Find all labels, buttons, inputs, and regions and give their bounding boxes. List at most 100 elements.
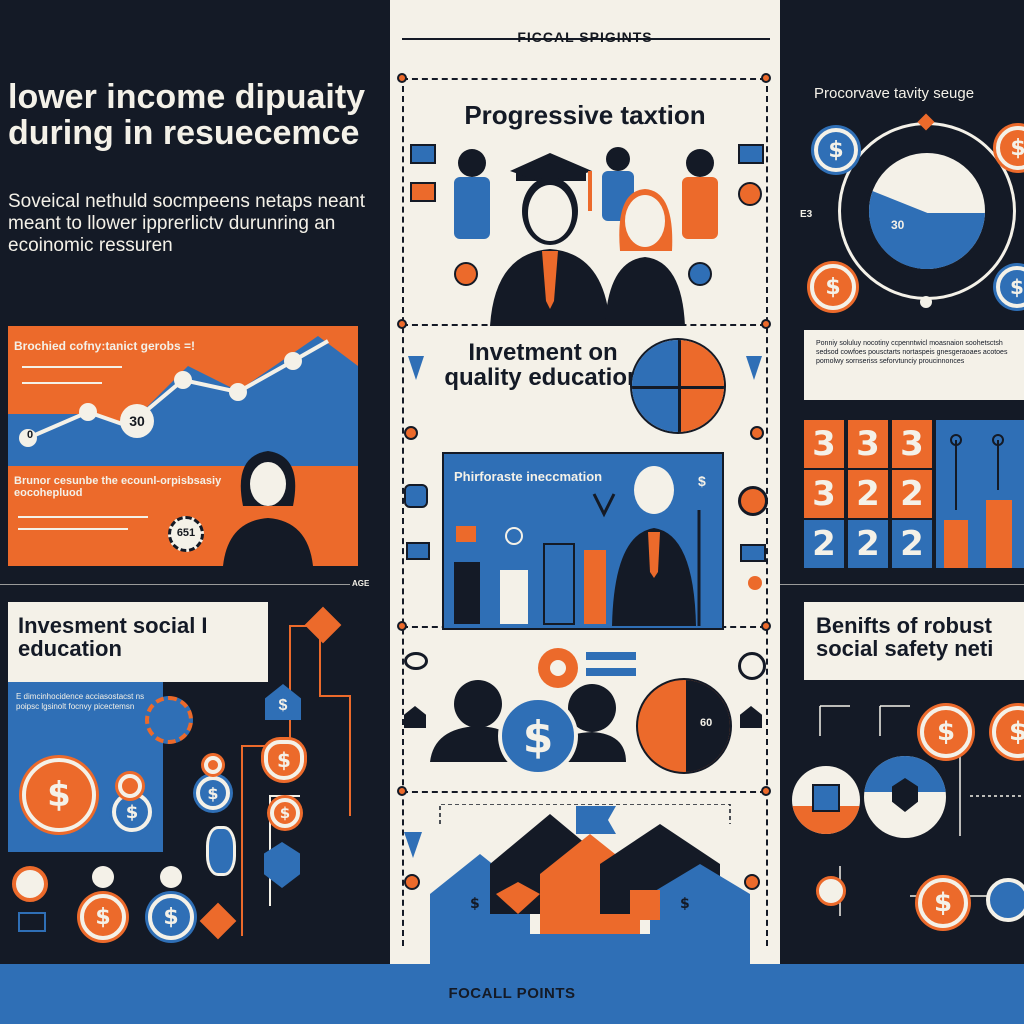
- rail-node: [397, 319, 407, 329]
- dollar-coin-icon: $: [148, 894, 194, 940]
- left-subtitle: Soveical nethuld socmpeens netaps neant …: [8, 191, 366, 256]
- center-top-rule: [402, 78, 766, 80]
- rail-node: [761, 786, 771, 796]
- dollar-coin-icon: $: [22, 758, 96, 832]
- svg-text:$: $: [523, 712, 554, 763]
- center-top-title: Progressive taxtion: [464, 100, 706, 130]
- small-coin-icon: [204, 756, 222, 774]
- small-coin-icon: [118, 774, 142, 798]
- dollar-shield-icon: $: [264, 740, 304, 780]
- coin-stack-icon: [454, 262, 478, 286]
- center-mid-title: Invetment on quality education: [444, 339, 642, 392]
- rail-node: [397, 621, 407, 631]
- number-card: 3: [804, 470, 844, 518]
- house-shield-icon: [864, 756, 946, 838]
- eye-icon: [404, 652, 428, 670]
- graduates-illustration: [454, 147, 718, 326]
- dollar-coin-icon: $: [80, 894, 126, 940]
- center-right-rail: [766, 86, 768, 946]
- dollar-coin-icon: $: [112, 792, 152, 832]
- left-mid-label: Brunor cesunbe the ecounl-orpisbsasiy eo…: [14, 475, 222, 499]
- number-card: 2: [848, 520, 888, 568]
- badge-icon: [404, 484, 428, 508]
- basket-icon: [18, 912, 46, 932]
- houses-illustration: $ $: [430, 804, 750, 964]
- left-chart-panel: Brochied cofny:tanict gerobs =! 30 0: [8, 326, 358, 466]
- left-chart-line2: [22, 382, 102, 384]
- number-card: 3: [892, 420, 932, 468]
- left-blue-card: E dimcinhocidence acciasostacst ns poips…: [8, 682, 163, 852]
- node-circle-icon: [750, 426, 764, 440]
- footer-bar: FOCALL POINTS: [0, 964, 1024, 1024]
- book-stack-icon: [410, 182, 436, 202]
- laptop-icon: [740, 544, 766, 562]
- rail-node: [397, 73, 407, 83]
- community-group-illustration: $: [430, 648, 626, 776]
- bar-icon: [586, 652, 636, 660]
- dollar-coin-icon: $: [918, 878, 968, 928]
- left-mid-line1: [18, 516, 148, 518]
- left-chart-label: Brochied cofny:tanict gerobs =!: [14, 339, 196, 353]
- rail-node: [761, 319, 771, 329]
- pin-icon: [12, 866, 48, 902]
- right-bar-panel: [936, 420, 1024, 568]
- number-card: 2: [804, 520, 844, 568]
- node-circle-icon: [160, 866, 182, 888]
- header-bar: FICCAL SPIGINTS: [0, 0, 1024, 56]
- globe-icon: [145, 696, 193, 744]
- person-silhouette-icon: [223, 451, 313, 566]
- center-board: Phirforaste ineccmation $: [442, 452, 724, 630]
- target-icon: [738, 486, 768, 516]
- node-circle-icon: [404, 426, 418, 440]
- dollar-coin-icon: $: [996, 126, 1024, 170]
- svg-text:$: $: [680, 896, 690, 912]
- board-graphics: [454, 466, 701, 626]
- center-left-rail: [402, 86, 404, 946]
- left-title: lower income dipuaity during in resuecem…: [8, 78, 366, 152]
- settings-icon: [816, 876, 846, 906]
- right-divider: [780, 584, 1024, 585]
- rail-node: [397, 786, 407, 796]
- dollar-coin-icon: $: [196, 776, 230, 810]
- spiral-icon: [206, 826, 236, 876]
- dollar-coin-icon: $: [996, 266, 1024, 308]
- right-pie-value: 30: [891, 218, 905, 232]
- monitor-icon: [738, 144, 764, 164]
- number-card: 3: [804, 420, 844, 468]
- pin-icon: [746, 356, 762, 380]
- left-invest-card: Invesment social I education: [8, 602, 268, 682]
- left-mid-panel: Brunor cesunbe the ecounl-orpisbsasiy eo…: [8, 451, 358, 566]
- center-board-text: Phirforaste ineccmation: [454, 469, 603, 484]
- number-card: 3: [848, 420, 888, 468]
- pie-label: 60: [700, 717, 713, 729]
- header-center-strip: [390, 0, 780, 56]
- medal-icon: [738, 182, 762, 206]
- right-top-title: Procorvave tavity seuge: [814, 85, 975, 102]
- left-mid-line2: [18, 528, 128, 530]
- left-chart-line1: [22, 366, 122, 368]
- left-corner-label: AGE: [352, 579, 370, 588]
- pin-icon: [408, 356, 424, 380]
- footer-title: FOCALL POINTS: [448, 985, 576, 1002]
- bank-icon: [404, 706, 426, 728]
- node-circle-icon: [744, 874, 760, 890]
- coin-stack-icon: [688, 262, 712, 286]
- left-fine-print: E dimcinhocidence acciasostacst ns poips…: [16, 692, 145, 711]
- number-card: 2: [892, 470, 932, 518]
- monitor-icon: [410, 144, 436, 164]
- center-column: Progressive taxtion Invetment on quality…: [390, 56, 780, 964]
- dollar-coin-icon: $: [920, 706, 972, 758]
- dollar-coin-icon: $: [814, 128, 858, 172]
- svg-text:$: $: [470, 896, 480, 912]
- node-circle-icon: [92, 866, 114, 888]
- building-icon: [792, 766, 860, 834]
- center-pie-chart: [630, 338, 726, 434]
- node-circle-icon: [404, 874, 420, 890]
- left-mid-badge: 651: [168, 516, 204, 552]
- header-title: FICCAL SPIGINTS: [517, 29, 653, 45]
- left-chart-zero: 0: [26, 429, 34, 441]
- rail-node: [761, 621, 771, 631]
- bank-icon: [740, 706, 762, 728]
- right-fine-print: Ponniy soluluy nocotiny ccpenntwicl moas…: [816, 340, 1008, 365]
- header-rule: [402, 38, 770, 40]
